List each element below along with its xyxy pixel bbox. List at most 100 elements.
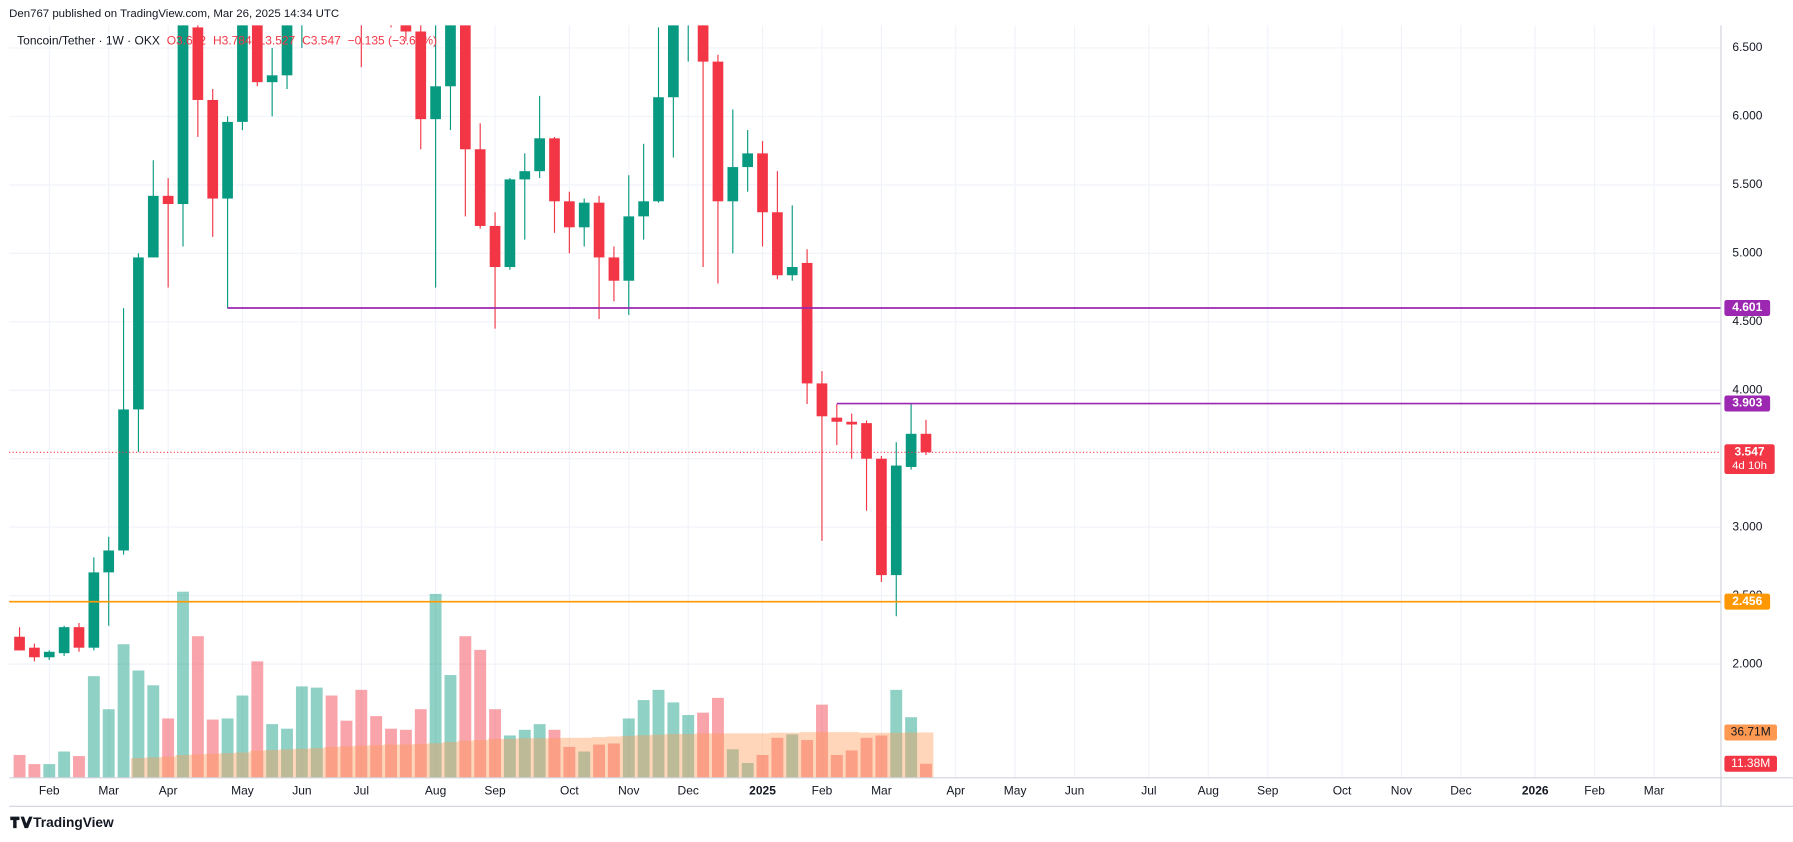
x-tick-label: May — [231, 784, 254, 798]
volume-bar — [593, 744, 606, 778]
x-tick-label: Jul — [1141, 784, 1156, 798]
candle-body — [549, 138, 560, 202]
candle-body — [905, 433, 917, 467]
x-tick-label: Feb — [39, 784, 60, 798]
volume-bar — [518, 729, 531, 778]
volume-bar — [607, 743, 620, 778]
candle-body — [281, 25, 293, 76]
volume-bar — [191, 636, 204, 778]
volume-bar — [741, 762, 754, 778]
candle-body — [801, 262, 813, 384]
x-tick-label: Aug — [425, 784, 446, 798]
y-tick-label: 5.000 — [1732, 246, 1762, 260]
level-label-box — [1724, 395, 1771, 412]
volume-bar — [87, 676, 100, 778]
volume-bar — [399, 729, 412, 778]
candle-body — [816, 383, 828, 417]
volume-bar — [162, 718, 175, 778]
volume-bar — [563, 746, 576, 778]
candle-body — [88, 572, 100, 648]
y-tick-label: 6.000 — [1732, 109, 1762, 123]
level-label-box — [1724, 593, 1771, 610]
y-tick-label: 6.500 — [1732, 40, 1762, 54]
volume-bar — [73, 756, 85, 778]
x-tick-label: Mar — [1644, 784, 1665, 798]
volume-bar — [816, 704, 828, 778]
volume-bar — [860, 737, 873, 778]
footer-logo: TradingView — [10, 815, 114, 830]
volume-bar — [221, 718, 234, 778]
candle-body — [474, 149, 486, 226]
x-tick-label: Dec — [1450, 784, 1471, 798]
volume-bar — [905, 717, 918, 778]
volume-bar — [920, 763, 932, 778]
volume-bar — [147, 685, 160, 778]
candle-body — [712, 61, 724, 202]
candle-body — [742, 153, 754, 168]
candle-body — [207, 99, 219, 199]
volume-pane — [13, 591, 934, 778]
candle-body — [653, 97, 664, 202]
footer-brand: TradingView — [33, 815, 114, 830]
candle-body — [43, 651, 55, 658]
volume-ma-label: 36.71M — [1731, 725, 1771, 739]
level-label: 3.903 — [1732, 396, 1762, 410]
legend-value: H3.784 — [213, 34, 252, 48]
volume-bar — [652, 689, 665, 778]
candle-body — [103, 550, 115, 573]
volume-bar — [43, 764, 56, 778]
volume-bar — [622, 718, 635, 778]
volume-bar — [489, 709, 501, 778]
candle-body — [861, 423, 872, 459]
candle-body — [147, 195, 159, 258]
volume-bar — [13, 754, 26, 778]
legend-symbol: Toncoin/Tether · 1W · OKX — [17, 34, 160, 48]
volume-bar — [385, 728, 397, 778]
candle-body — [608, 257, 620, 281]
candle-body — [14, 636, 25, 651]
candle-body — [519, 171, 531, 180]
volume-bar — [102, 709, 115, 778]
volume-bar — [771, 737, 784, 778]
x-tick-label: 2026 — [1522, 784, 1549, 798]
x-tick-label: Aug — [1198, 784, 1219, 798]
candle-body — [772, 212, 783, 276]
volume-bar — [28, 764, 41, 778]
volume-bar — [429, 593, 442, 778]
candle-body — [638, 201, 649, 217]
x-tick-label: Dec — [678, 784, 699, 798]
volume-label: 11.38M — [1731, 756, 1770, 770]
candle-body — [668, 25, 679, 98]
candle-body — [118, 409, 129, 551]
y-tick-label: 3.000 — [1732, 519, 1762, 533]
x-tick-label: Oct — [1333, 784, 1352, 798]
volume-label-box — [1724, 755, 1777, 772]
x-tick-label: Feb — [1584, 784, 1605, 798]
candle-body — [831, 417, 843, 422]
volume-bar — [236, 695, 249, 778]
level-label-box — [1724, 299, 1771, 316]
countdown-label: 4d 10h — [1732, 460, 1767, 472]
volume-bar — [845, 750, 858, 778]
candle-body — [564, 201, 575, 228]
x-tick-label: Apr — [946, 784, 965, 798]
level-label: 4.601 — [1732, 300, 1762, 314]
volume-bar — [637, 700, 650, 778]
x-tick-label: Sep — [1257, 784, 1279, 798]
x-tick-label: Nov — [618, 784, 639, 798]
candle-body — [786, 267, 798, 276]
candle-body — [415, 31, 427, 120]
last-price-label: 3.547 — [1735, 444, 1765, 458]
x-tick-label: Jun — [292, 784, 311, 798]
y-tick-label: 2.000 — [1732, 656, 1762, 670]
legend: Toncoin/Tether · 1W · OKX O3.682 H3.784 L3.… — [17, 34, 437, 48]
volume-bar — [266, 724, 279, 778]
candles — [14, 25, 932, 662]
candle-body — [162, 195, 174, 205]
candle-body — [73, 627, 85, 648]
candle-body — [504, 179, 516, 268]
